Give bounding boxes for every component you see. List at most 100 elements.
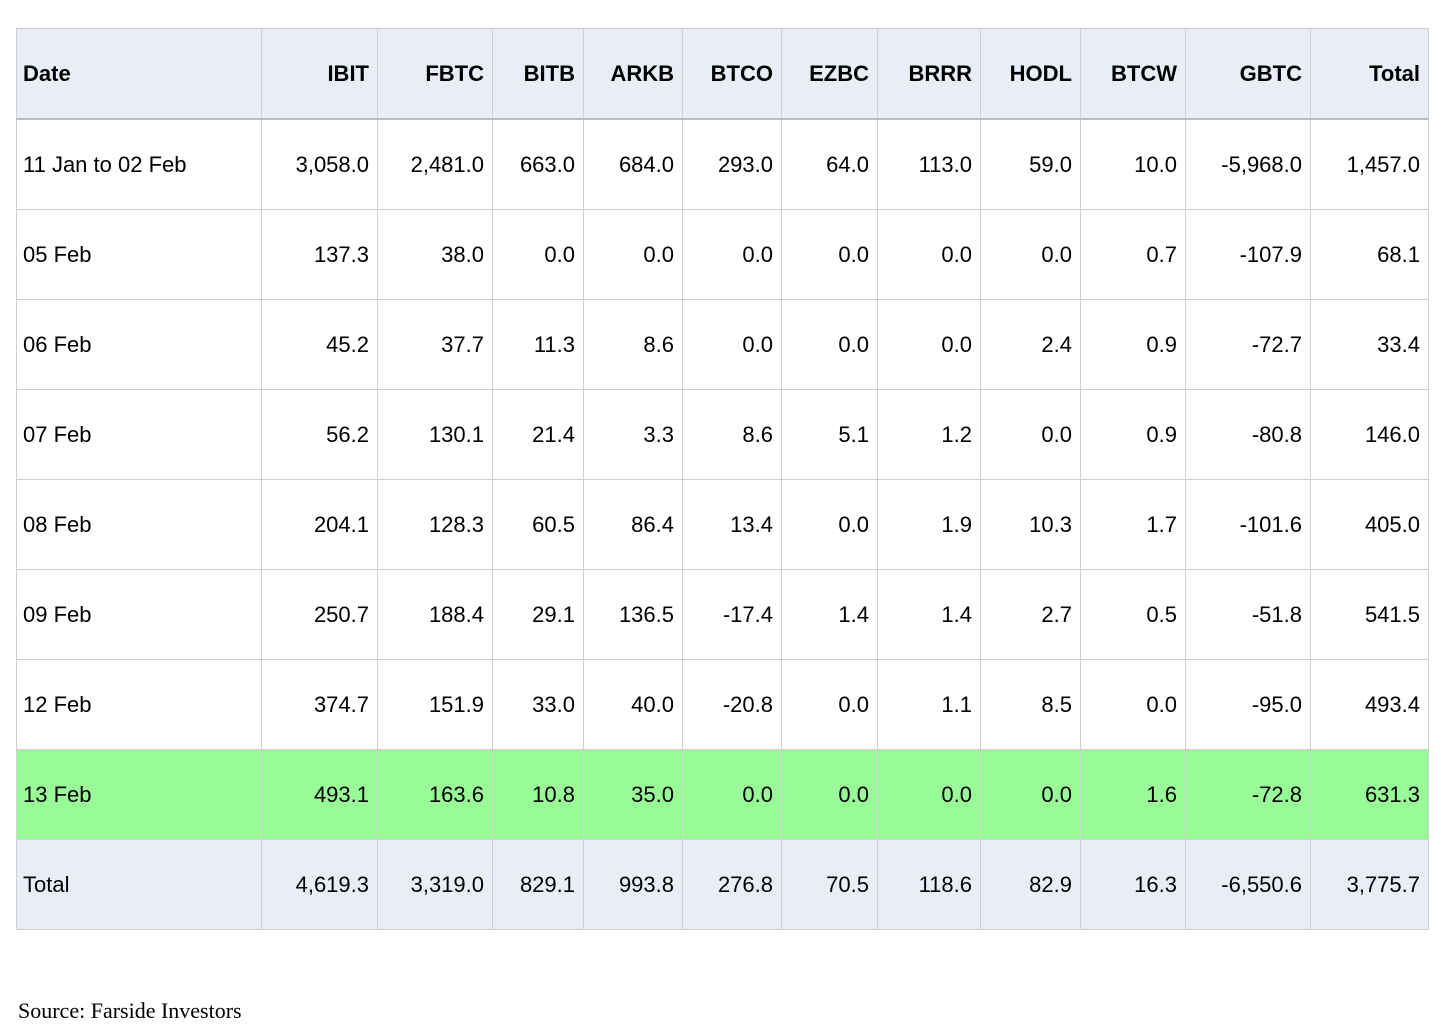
date-cell: Total xyxy=(16,839,262,930)
value-cell-total: 33.4 xyxy=(1310,299,1429,390)
value-cell-ezbc: 1.4 xyxy=(781,569,878,660)
value-cell-btco: 0.0 xyxy=(682,749,782,840)
column-header-btcw: BTCW xyxy=(1080,28,1186,120)
value-cell-gbtc: -101.6 xyxy=(1185,479,1311,570)
value-cell-bitb: 29.1 xyxy=(492,569,584,660)
date-cell: 13 Feb xyxy=(16,749,262,840)
value-cell-btco: 0.0 xyxy=(682,209,782,300)
value-cell-fbtc: 37.7 xyxy=(377,299,493,390)
value-cell-brrr: 0.0 xyxy=(877,299,981,390)
column-header-gbtc: GBTC xyxy=(1185,28,1311,120)
value-cell-hodl: 0.0 xyxy=(980,389,1081,480)
value-cell-bitb: 21.4 xyxy=(492,389,584,480)
value-cell-fbtc: 38.0 xyxy=(377,209,493,300)
source-note: Source: Farside Investors xyxy=(18,998,242,1023)
value-cell-btcw: 0.9 xyxy=(1080,389,1186,480)
etf-flows-table: Date IBIT FBTC BITB ARKB BTCO EZBC BRRR HODL BTCW… xyxy=(16,28,1429,930)
table-row: 08 Feb 204.1 128.3 60.5 86.4 13.4 0.0 1.9 10.3 1.… xyxy=(16,479,1429,570)
value-cell-ezbc: 5.1 xyxy=(781,389,878,480)
column-header-total: Total xyxy=(1310,28,1429,120)
value-cell-btcw: 1.7 xyxy=(1080,479,1186,570)
value-cell-btcw: 0.7 xyxy=(1080,209,1186,300)
value-cell-gbtc: -80.8 xyxy=(1185,389,1311,480)
column-header-date: Date xyxy=(16,28,262,120)
value-cell-gbtc: -95.0 xyxy=(1185,659,1311,750)
table-body: 11 Jan to 02 Feb 3,058.0 2,481.0 663.0 684.0… xyxy=(16,118,1429,930)
value-cell-btco: -17.4 xyxy=(682,569,782,660)
value-cell-ezbc: 0.0 xyxy=(781,209,878,300)
value-cell-btcw: 10.0 xyxy=(1080,118,1186,210)
value-cell-gbtc: -51.8 xyxy=(1185,569,1311,660)
column-header-brrr: BRRR xyxy=(877,28,981,120)
value-cell-gbtc: -6,550.6 xyxy=(1185,839,1311,930)
column-header-fbtc: FBTC xyxy=(377,28,493,120)
value-cell-ibit: 250.7 xyxy=(261,569,378,660)
column-header-btco: BTCO xyxy=(682,28,782,120)
value-cell-btcw: 16.3 xyxy=(1080,839,1186,930)
value-cell-total: 146.0 xyxy=(1310,389,1429,480)
value-cell-brrr: 0.0 xyxy=(877,209,981,300)
column-header-ezbc: EZBC xyxy=(781,28,878,120)
table-header-row: Date IBIT FBTC BITB ARKB BTCO EZBC BRRR HODL BTCW… xyxy=(16,28,1429,120)
date-cell: 09 Feb xyxy=(16,569,262,660)
value-cell-fbtc: 151.9 xyxy=(377,659,493,750)
date-cell: 05 Feb xyxy=(16,209,262,300)
table-row: 11 Jan to 02 Feb 3,058.0 2,481.0 663.0 684.0… xyxy=(16,118,1429,210)
value-cell-btco: 0.0 xyxy=(682,299,782,390)
value-cell-ezbc: 70.5 xyxy=(781,839,878,930)
value-cell-brrr: 1.1 xyxy=(877,659,981,750)
value-cell-btco: 293.0 xyxy=(682,118,782,210)
value-cell-ibit: 137.3 xyxy=(261,209,378,300)
value-cell-ezbc: 64.0 xyxy=(781,118,878,210)
date-cell: 12 Feb xyxy=(16,659,262,750)
value-cell-brrr: 1.4 xyxy=(877,569,981,660)
value-cell-hodl: 0.0 xyxy=(980,209,1081,300)
value-cell-ibit: 4,619.3 xyxy=(261,839,378,930)
total-row: Total 4,619.3 3,319.0 829.1 993.8 276.8 70.5 11… xyxy=(16,839,1429,930)
value-cell-gbtc: -5,968.0 xyxy=(1185,118,1311,210)
value-cell-hodl: 59.0 xyxy=(980,118,1081,210)
value-cell-btcw: 0.5 xyxy=(1080,569,1186,660)
value-cell-brrr: 1.2 xyxy=(877,389,981,480)
value-cell-arkb: 86.4 xyxy=(583,479,683,570)
value-cell-ibit: 56.2 xyxy=(261,389,378,480)
table-row: 05 Feb 137.3 38.0 0.0 0.0 0.0 0.0 0.0 0.0 0.7 -107… xyxy=(16,209,1429,300)
value-cell-gbtc: -72.7 xyxy=(1185,299,1311,390)
value-cell-btco: 8.6 xyxy=(682,389,782,480)
date-cell: 07 Feb xyxy=(16,389,262,480)
value-cell-arkb: 40.0 xyxy=(583,659,683,750)
column-header-bitb: BITB xyxy=(492,28,584,120)
value-cell-total: 493.4 xyxy=(1310,659,1429,750)
value-cell-total: 405.0 xyxy=(1310,479,1429,570)
value-cell-btco: 13.4 xyxy=(682,479,782,570)
value-cell-fbtc: 3,319.0 xyxy=(377,839,493,930)
table-row: 13 Feb 493.1 163.6 10.8 35.0 0.0 0.0 0.0 0.0 1.6-… xyxy=(16,749,1429,840)
value-cell-gbtc: -107.9 xyxy=(1185,209,1311,300)
value-cell-bitb: 33.0 xyxy=(492,659,584,750)
value-cell-bitb: 60.5 xyxy=(492,479,584,570)
value-cell-fbtc: 2,481.0 xyxy=(377,118,493,210)
value-cell-btco: -20.8 xyxy=(682,659,782,750)
value-cell-fbtc: 128.3 xyxy=(377,479,493,570)
value-cell-total: 1,457.0 xyxy=(1310,118,1429,210)
value-cell-total: 3,775.7 xyxy=(1310,839,1429,930)
value-cell-ibit: 374.7 xyxy=(261,659,378,750)
table-row: 12 Feb 374.7 151.9 33.0 40.0 -20.8 0.0 1.1 8.5 0.… xyxy=(16,659,1429,750)
value-cell-ibit: 3,058.0 xyxy=(261,118,378,210)
value-cell-bitb: 829.1 xyxy=(492,839,584,930)
value-cell-fbtc: 163.6 xyxy=(377,749,493,840)
value-cell-arkb: 136.5 xyxy=(583,569,683,660)
date-cell: 08 Feb xyxy=(16,479,262,570)
table-row: 06 Feb 45.2 37.7 11.3 8.6 0.0 0.0 0.0 2.4 0.9 -72.… xyxy=(16,299,1429,390)
value-cell-arkb: 993.8 xyxy=(583,839,683,930)
value-cell-ezbc: 0.0 xyxy=(781,479,878,570)
column-header-hodl: HODL xyxy=(980,28,1081,120)
value-cell-ezbc: 0.0 xyxy=(781,749,878,840)
value-cell-brrr: 0.0 xyxy=(877,749,981,840)
date-cell: 06 Feb xyxy=(16,299,262,390)
value-cell-btco: 276.8 xyxy=(682,839,782,930)
column-header-ibit: IBIT xyxy=(261,28,378,120)
value-cell-gbtc: -72.8 xyxy=(1185,749,1311,840)
value-cell-total: 541.5 xyxy=(1310,569,1429,660)
value-cell-bitb: 0.0 xyxy=(492,209,584,300)
